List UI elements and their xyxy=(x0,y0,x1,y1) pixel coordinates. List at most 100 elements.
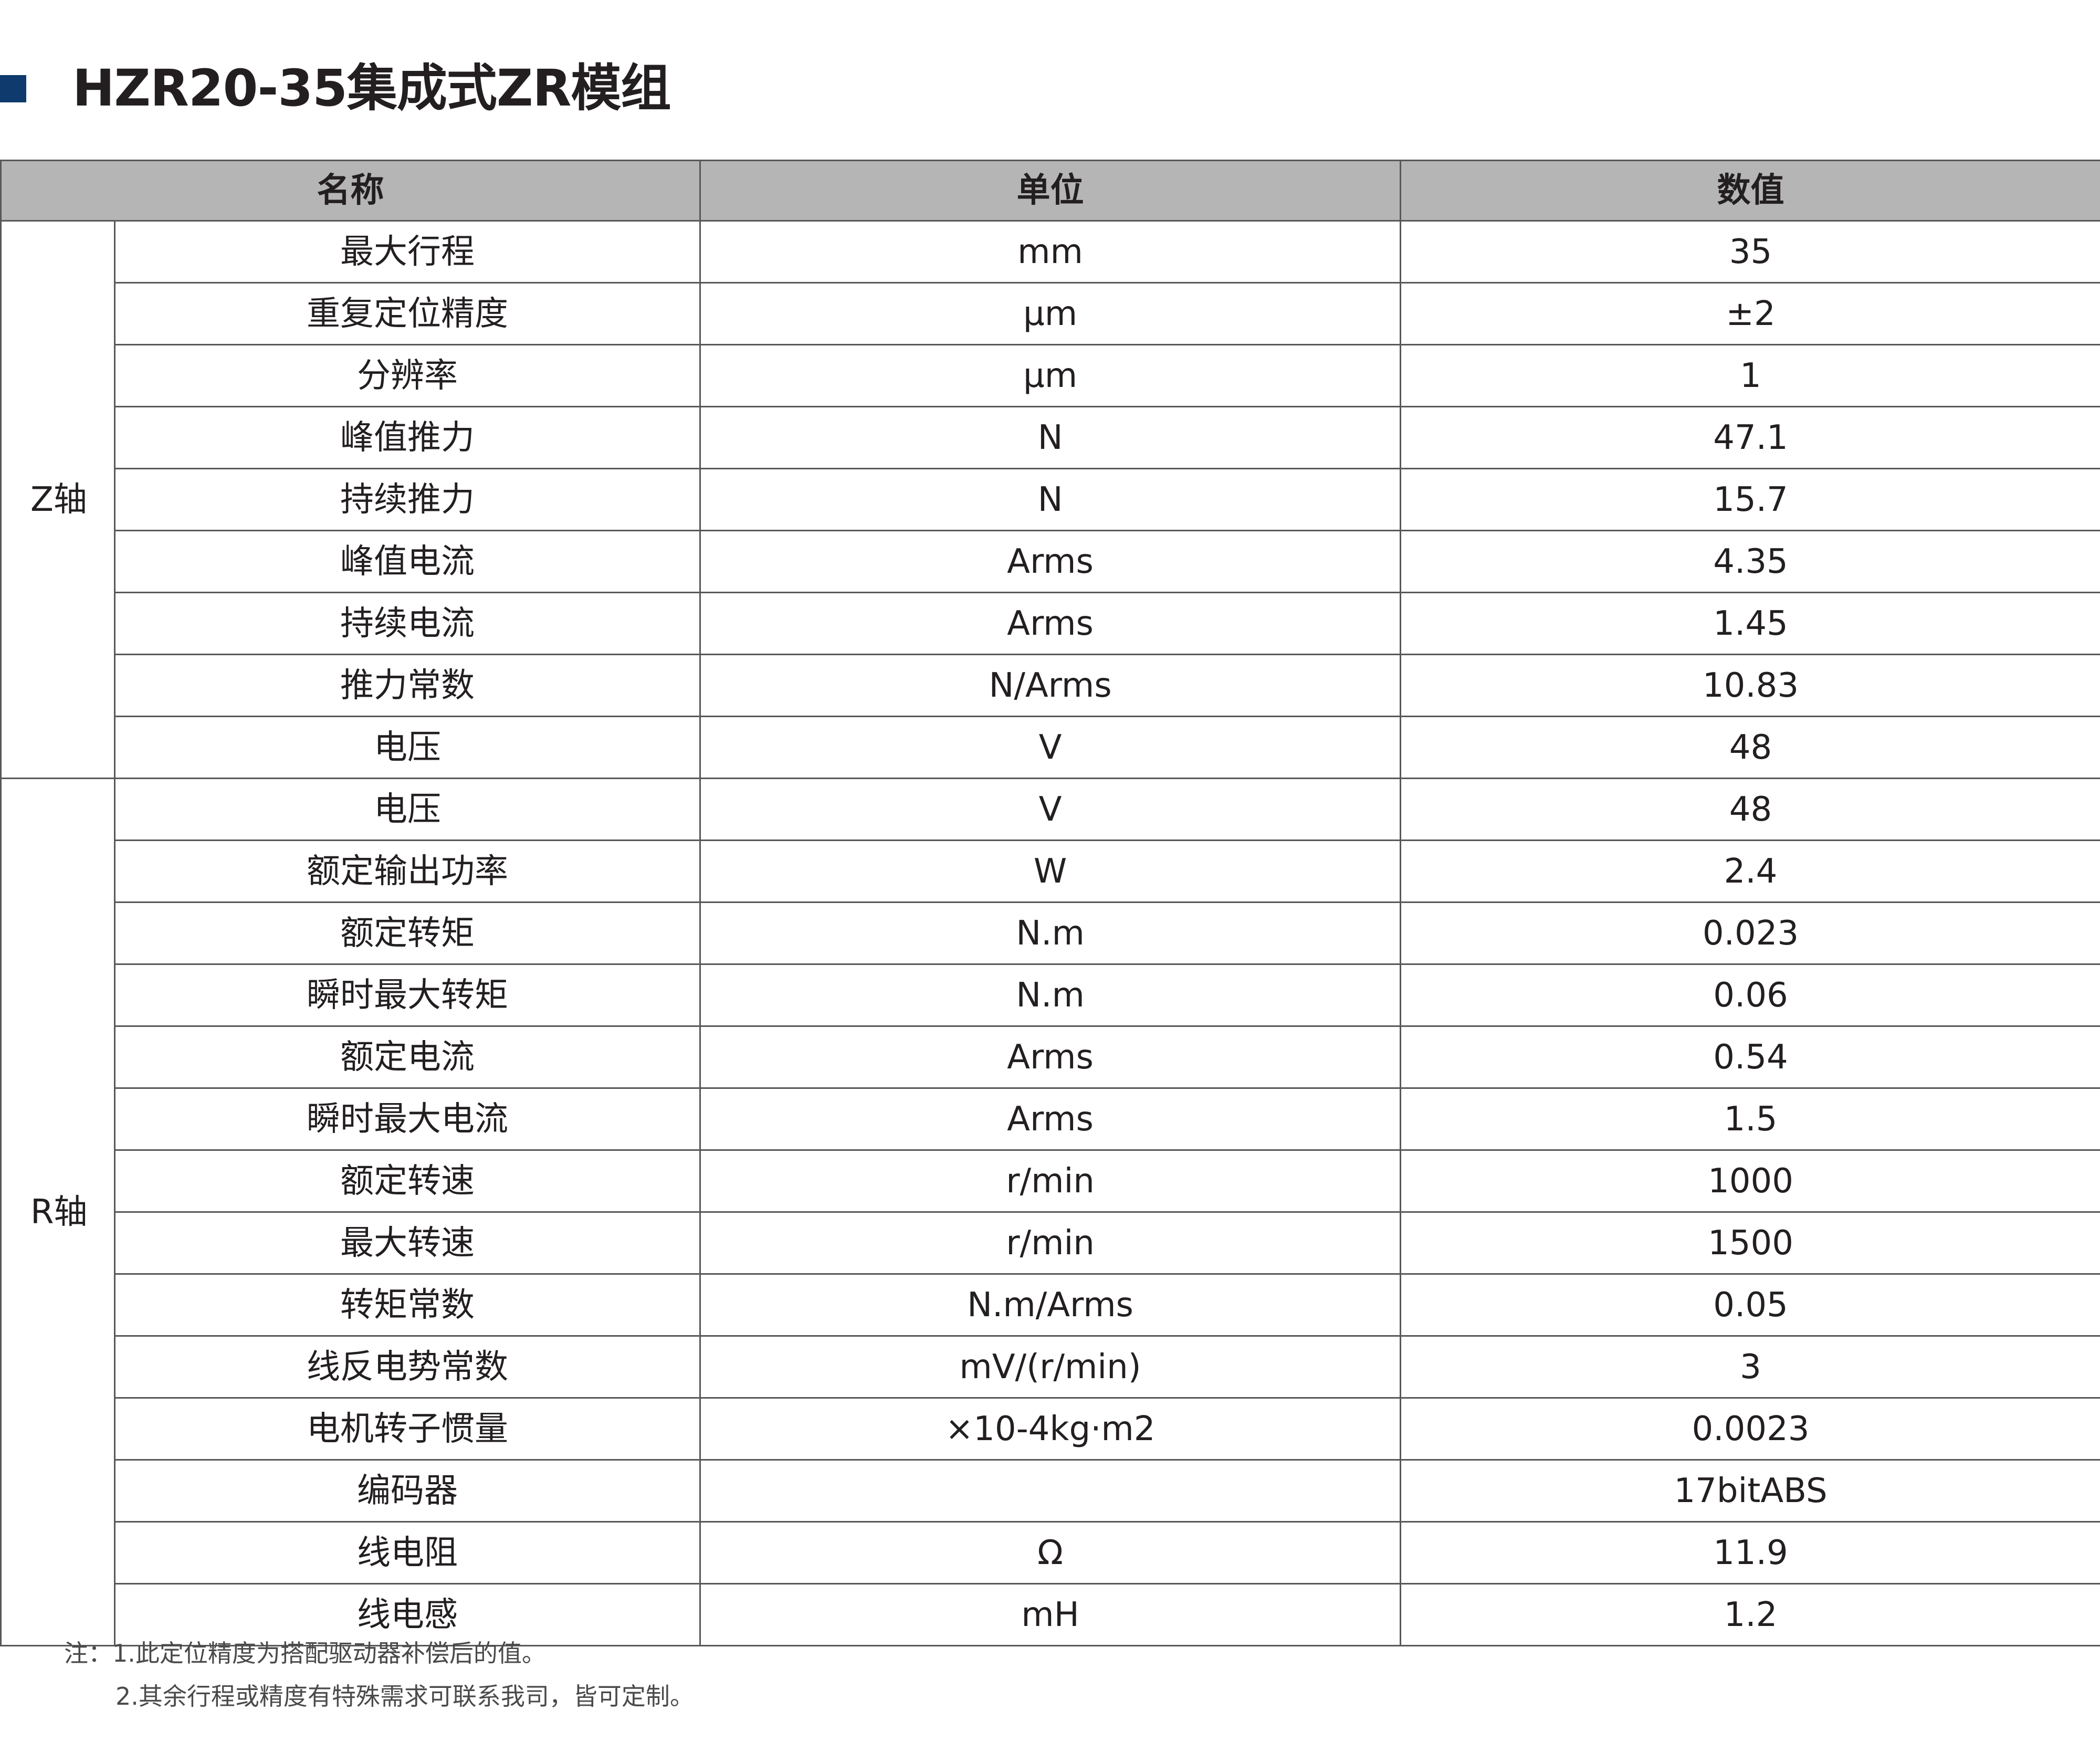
table-row: 转矩常数 N.m/Arms 0.05 xyxy=(1,1273,2100,1337)
table-row: 分辨率 μm 1 xyxy=(1,344,2100,407)
header-name: 名称 xyxy=(0,160,701,222)
cell-unit: Arms xyxy=(699,592,1401,655)
table-row: Z轴 最大行程 mm 35 xyxy=(0,220,2100,779)
cell-name: 编码器 xyxy=(114,1459,701,1523)
footnotes: 注：1.此定位精度为搭配驱动器补偿后的值。 2.其余行程或精度有特殊需求可联系我… xyxy=(64,1632,694,1718)
cell-value: 1000 xyxy=(1400,1149,2100,1213)
cell-value: 35 xyxy=(1400,220,2100,284)
cell-name: 峰值推力 xyxy=(114,406,701,469)
cell-name: 分辨率 xyxy=(114,344,701,407)
cell-name: 电机转子惯量 xyxy=(114,1397,701,1461)
table-row: 额定输出功率 W 2.4 xyxy=(1,839,2100,903)
cell-name: 持续电流 xyxy=(114,592,701,655)
cell-value: 1.45 xyxy=(1400,592,2100,655)
cell-unit: r/min xyxy=(699,1211,1401,1275)
cell-name: 线电感 xyxy=(114,1583,701,1646)
cell-name: 额定输出功率 xyxy=(114,839,701,903)
cell-unit: Ω xyxy=(699,1521,1401,1584)
cell-value: 0.023 xyxy=(1400,901,2100,965)
table-row: 编码器 17bitABS xyxy=(1,1459,2100,1523)
cell-unit: N.m xyxy=(699,901,1401,965)
cell-name: 线电阻 xyxy=(114,1521,701,1584)
table-row: 线电感 mH 1.2 xyxy=(1,1583,2100,1646)
cell-name: 持续推力 xyxy=(114,468,701,531)
cell-value: 48 xyxy=(1400,716,2100,779)
cell-value: 48 xyxy=(1400,778,2100,841)
cell-unit: Arms xyxy=(699,530,1401,593)
cell-name: 线反电势常数 xyxy=(114,1335,701,1399)
cell-name: 最大行程 xyxy=(114,220,701,284)
cell-unit: N.m/Arms xyxy=(699,1273,1401,1337)
cell-value: 1.2 xyxy=(1400,1583,2100,1646)
cell-value: 10.83 xyxy=(1400,654,2100,717)
cell-value: 0.54 xyxy=(1400,1025,2100,1089)
cell-unit: mm xyxy=(699,220,1401,284)
table-row: 持续推力 N 15.7 xyxy=(1,468,2100,531)
table-row: 最大转速 r/min 1500 xyxy=(1,1211,2100,1275)
cell-value: 0.0023 xyxy=(1400,1397,2100,1461)
title-marker xyxy=(0,75,26,102)
table-row: 额定电流 Arms 0.54 xyxy=(1,1025,2100,1089)
header-value: 数值 xyxy=(1400,160,2100,222)
cell-value: ±2 xyxy=(1400,282,2100,345)
table-row: 电压 V 48 xyxy=(1,716,2100,779)
cell-unit: N.m xyxy=(699,963,1401,1027)
table-header-row: 名称 单位 数值 xyxy=(0,160,2100,222)
spec-table: 名称 单位 数值 Z轴 最大行程 mm 35 重复定位精度 μm ±2 分辨率 μm 1 峰值推力 N… xyxy=(0,160,2100,1646)
cell-unit: V xyxy=(699,778,1401,841)
cell-value: 0.06 xyxy=(1400,963,2100,1027)
cell-unit: V xyxy=(699,716,1401,779)
table-row: 持续电流 Arms 1.45 xyxy=(1,592,2100,655)
table-row: 瞬时最大电流 Arms 1.5 xyxy=(1,1087,2100,1151)
cell-name: 最大转速 xyxy=(114,1211,701,1275)
cell-unit: mV/(r/min) xyxy=(699,1335,1401,1399)
cell-unit: Arms xyxy=(699,1087,1401,1151)
cell-name: 电压 xyxy=(114,716,701,779)
cell-name: 转矩常数 xyxy=(114,1273,701,1337)
table-row: R轴 电压 V 48 xyxy=(0,778,2100,1646)
cell-unit: N/Arms xyxy=(699,654,1401,717)
cell-unit: mH xyxy=(699,1583,1401,1646)
table-row: 峰值推力 N 47.1 xyxy=(1,406,2100,469)
table-row: 峰值电流 Arms 4.35 xyxy=(1,530,2100,593)
cell-name: 电压 xyxy=(114,778,701,841)
table-row: 线反电势常数 mV/(r/min) 3 xyxy=(1,1335,2100,1399)
cell-unit: N xyxy=(699,468,1401,531)
cell-unit xyxy=(699,1459,1401,1523)
cell-unit: μm xyxy=(699,282,1401,345)
cell-value: 47.1 xyxy=(1400,406,2100,469)
table-row: 电机转子惯量 ×10-4kg·m2 0.0023 xyxy=(1,1397,2100,1461)
cell-unit: r/min xyxy=(699,1149,1401,1213)
table-row: 瞬时最大转矩 N.m 0.06 xyxy=(1,963,2100,1027)
cell-value: 1500 xyxy=(1400,1211,2100,1275)
cell-unit: Arms xyxy=(699,1025,1401,1089)
footnote-2: 2.其余行程或精度有特殊需求可联系我司，皆可定制。 xyxy=(116,1682,694,1710)
axis-group-label: Z轴 xyxy=(0,220,116,779)
cell-value: 2.4 xyxy=(1400,839,2100,903)
cell-unit: W xyxy=(699,839,1401,903)
cell-name: 瞬时最大电流 xyxy=(114,1087,701,1151)
cell-value: 11.9 xyxy=(1400,1521,2100,1584)
cell-name: 额定电流 xyxy=(114,1025,701,1089)
axis-group-label: R轴 xyxy=(0,778,116,1646)
table-row: 额定转速 r/min 1000 xyxy=(1,1149,2100,1213)
header-unit: 单位 xyxy=(699,160,1401,222)
cell-name: 额定转矩 xyxy=(114,901,701,965)
cell-value: 0.05 xyxy=(1400,1273,2100,1337)
cell-value: 1.5 xyxy=(1400,1087,2100,1151)
cell-unit: ×10-4kg·m2 xyxy=(699,1397,1401,1461)
table-row: 线电阻 Ω 11.9 xyxy=(1,1521,2100,1584)
cell-name: 额定转速 xyxy=(114,1149,701,1213)
cell-name: 峰值电流 xyxy=(114,530,701,593)
cell-unit: N xyxy=(699,406,1401,469)
cell-value: 17bitABS xyxy=(1400,1459,2100,1523)
cell-name: 推力常数 xyxy=(114,654,701,717)
table-row: 推力常数 N/Arms 10.83 xyxy=(1,654,2100,717)
footnote-1: 注：1.此定位精度为搭配驱动器补偿后的值。 xyxy=(64,1639,546,1667)
cell-value: 4.35 xyxy=(1400,530,2100,593)
page-title: HZR20-35集成式ZR模组 xyxy=(72,59,671,118)
cell-value: 1 xyxy=(1400,344,2100,407)
cell-unit: μm xyxy=(699,344,1401,407)
cell-name: 瞬时最大转矩 xyxy=(114,963,701,1027)
table-row: 额定转矩 N.m 0.023 xyxy=(1,901,2100,965)
